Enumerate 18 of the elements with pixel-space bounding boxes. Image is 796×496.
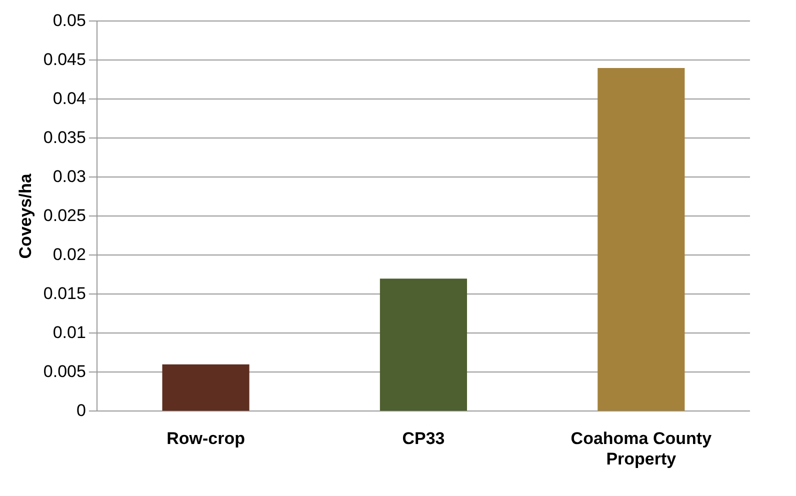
y-tick-label: 0.025 [43,206,86,225]
x-tick-label: Coahoma County Property [570,429,712,468]
bar [598,68,685,411]
y-tick-label: 0.005 [43,362,86,381]
y-tick-label: 0.015 [43,284,86,303]
x-tick-label: CP33 [402,429,445,448]
y-tick-label: 0.045 [43,50,86,69]
bar [162,364,250,411]
y-tick-label: 0.03 [52,166,86,186]
y-tick-label: 0.04 [52,88,86,108]
x-tick-label: Row-crop [166,429,245,448]
y-tick-label: 0 [76,400,86,420]
y-tick-label: 0.01 [52,322,86,342]
y-tick-label: 0.035 [43,128,86,147]
bar [380,278,468,411]
y-tick-label: 0.02 [52,244,86,264]
y-axis-title: Coveys/ha [16,173,35,259]
y-tick-label: 0.05 [52,10,86,30]
